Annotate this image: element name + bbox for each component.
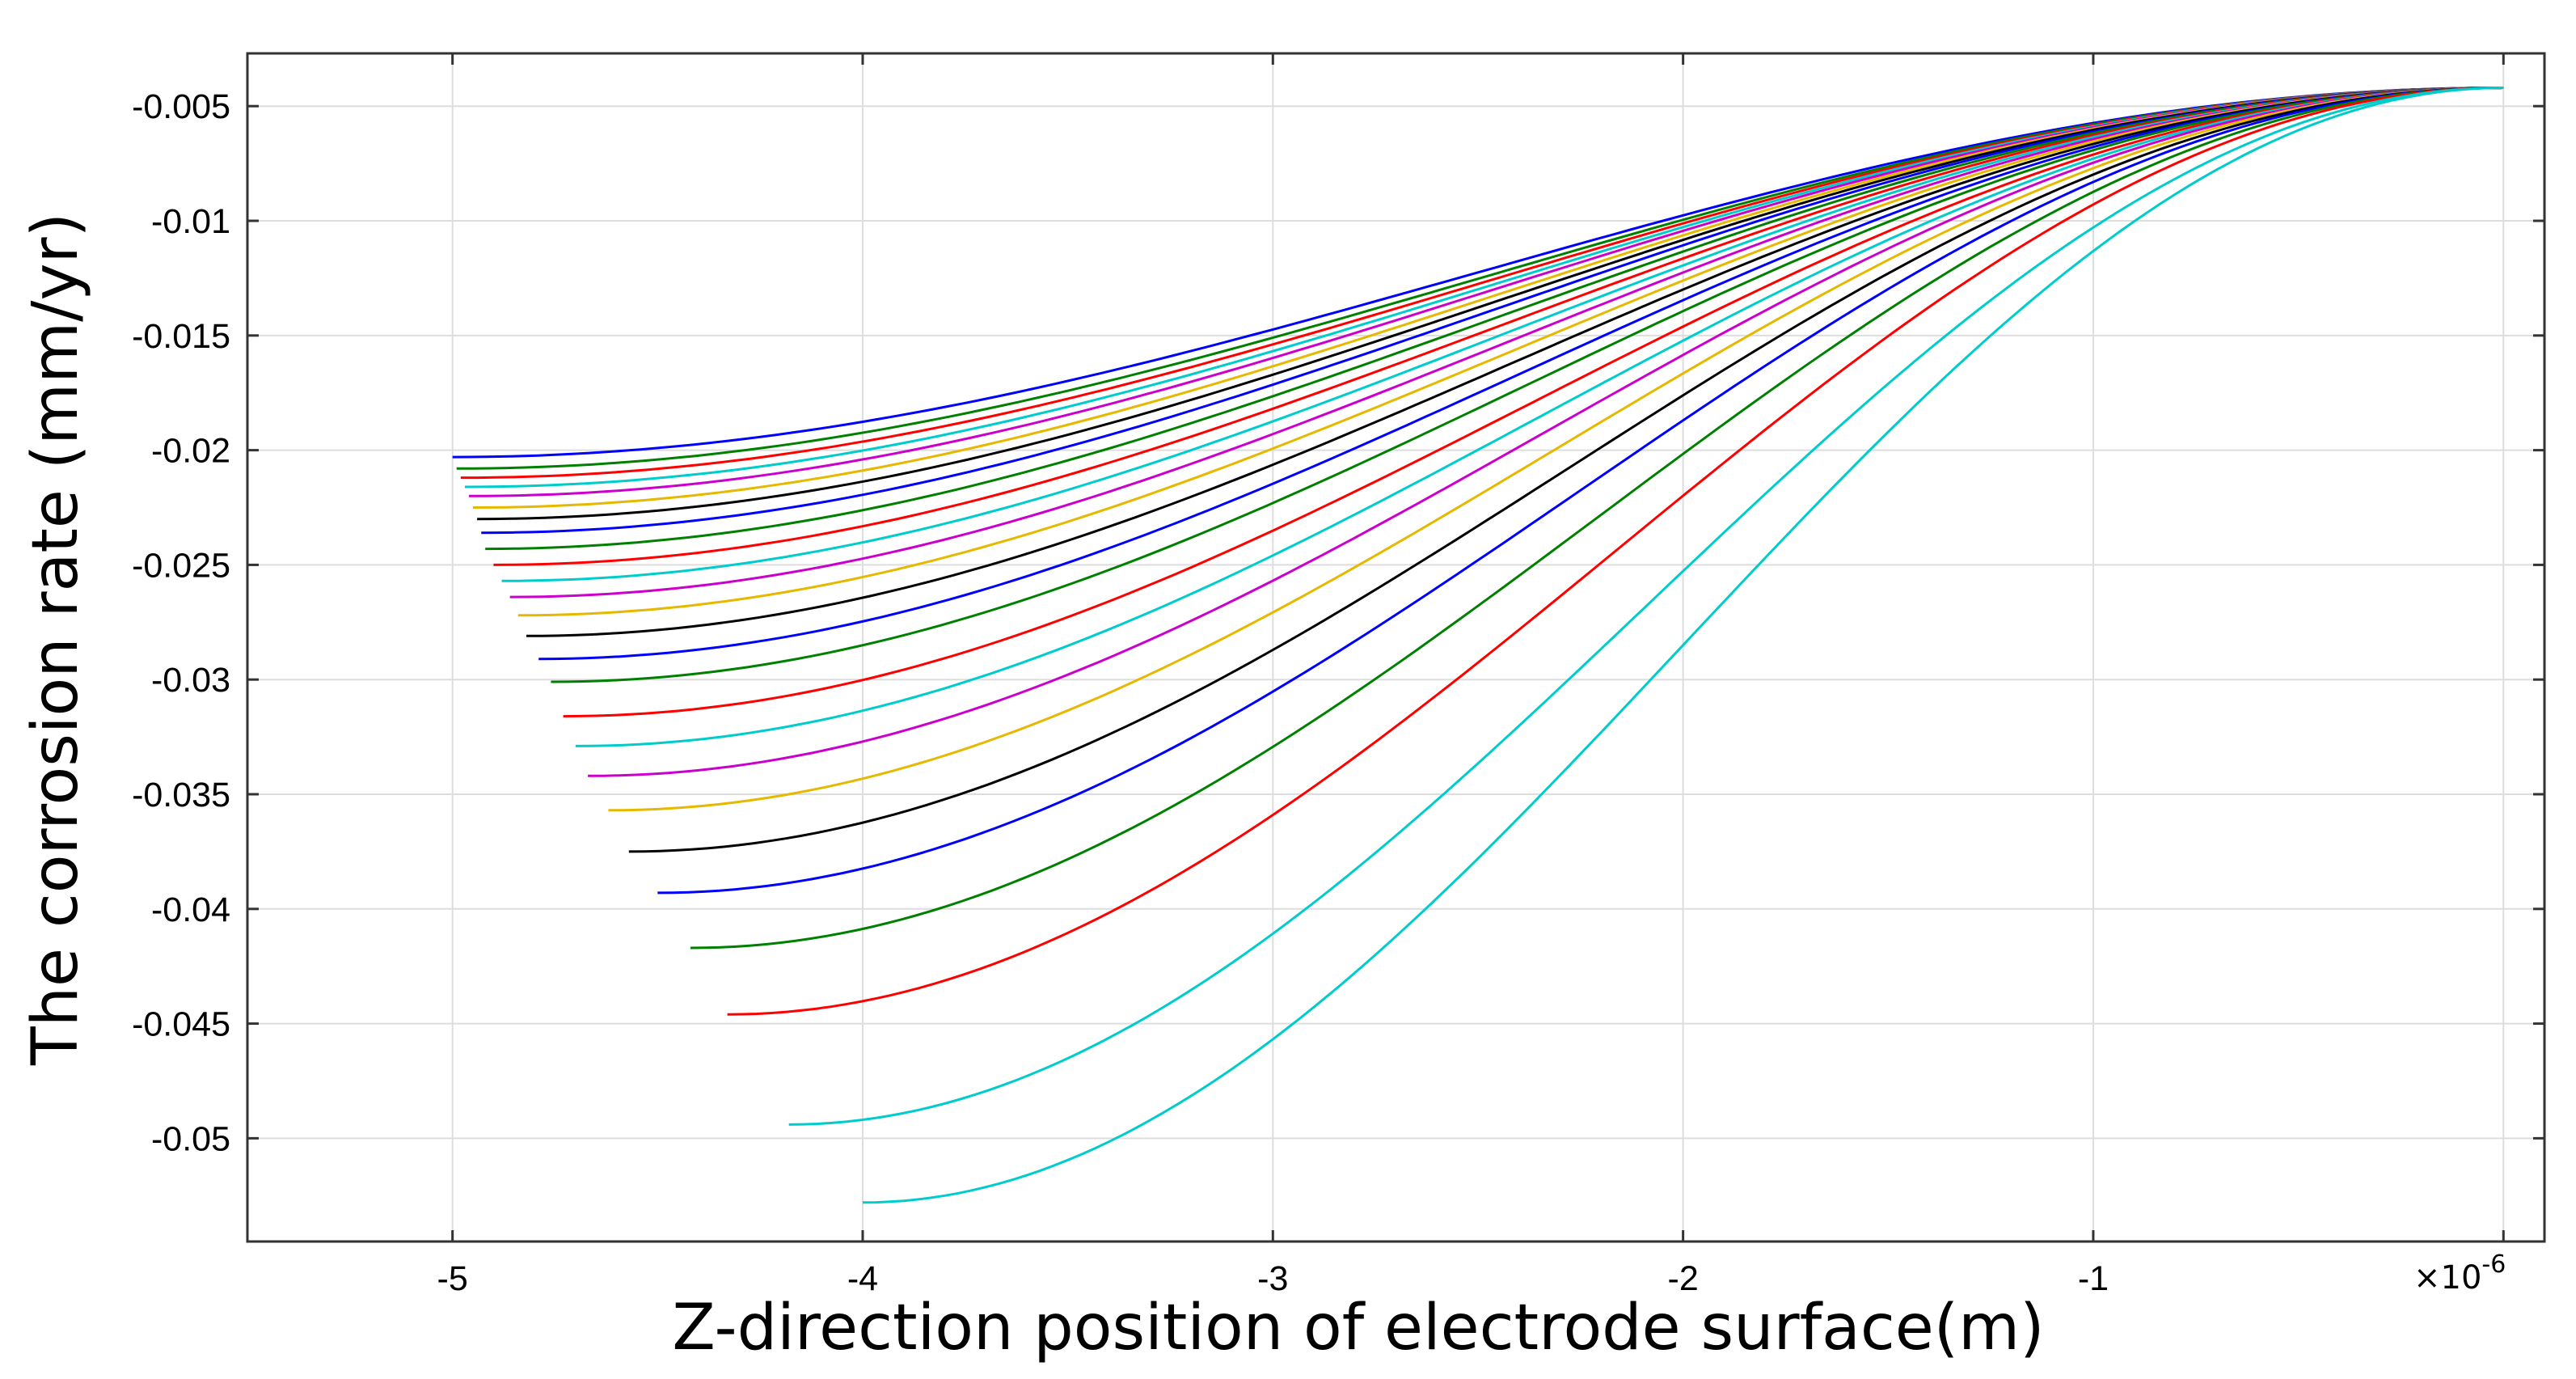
x-axis-multiplier-base: ×10 (2413, 1259, 2481, 1297)
y-tick-label: -0.01 (151, 202, 230, 241)
series-line (563, 87, 2504, 718)
series-line (690, 87, 2504, 950)
x-axis-title: Z-direction position of electrode surfac… (672, 1292, 2044, 1364)
y-axis-title: The corrosion rate (mm/yr) (19, 213, 92, 1066)
series-line (862, 87, 2504, 1204)
series-line (509, 87, 2504, 599)
series-line (493, 87, 2504, 566)
series-line (608, 87, 2504, 812)
y-tick-label: -0.04 (151, 890, 230, 929)
x-axis-multiplier: ×10-6 (2413, 1250, 2506, 1297)
series-line (526, 87, 2504, 637)
x-axis-multiplier-exponent: -6 (2481, 1250, 2506, 1279)
series-line (588, 87, 2504, 777)
series-line (517, 87, 2504, 617)
y-tick-label: -0.045 (132, 1005, 230, 1044)
x-tick-label: -4 (847, 1259, 878, 1298)
series-line (727, 87, 2504, 1016)
y-tick-label: -0.02 (151, 432, 230, 471)
data-series (452, 87, 2504, 1204)
y-tick-label: -0.03 (151, 661, 230, 700)
plot-frame (246, 52, 2546, 1243)
y-tick-label: -0.025 (132, 546, 230, 585)
series-line (788, 87, 2504, 1126)
series-line (628, 87, 2504, 853)
y-tick-label: -0.005 (132, 87, 230, 126)
x-tick-label: -3 (1257, 1259, 1288, 1298)
series-line (657, 87, 2504, 895)
x-tick-label: -1 (2078, 1259, 2109, 1298)
series-line (501, 87, 2504, 582)
series-line (485, 87, 2504, 551)
series-line (538, 87, 2504, 661)
y-tick-label: -0.015 (132, 317, 230, 356)
y-tick-label: -0.035 (132, 776, 230, 814)
x-tick-label: -2 (1668, 1259, 1699, 1298)
y-tick-label: -0.05 (151, 1119, 230, 1158)
series-line (551, 87, 2504, 683)
x-tick-label: -5 (437, 1259, 468, 1298)
series-line (575, 87, 2504, 747)
axis-ticks: -5 -4 -3 -2 -1 -0.005 -0.01 -0.015 -0.02 -0.025 -0… (132, 53, 2544, 1298)
